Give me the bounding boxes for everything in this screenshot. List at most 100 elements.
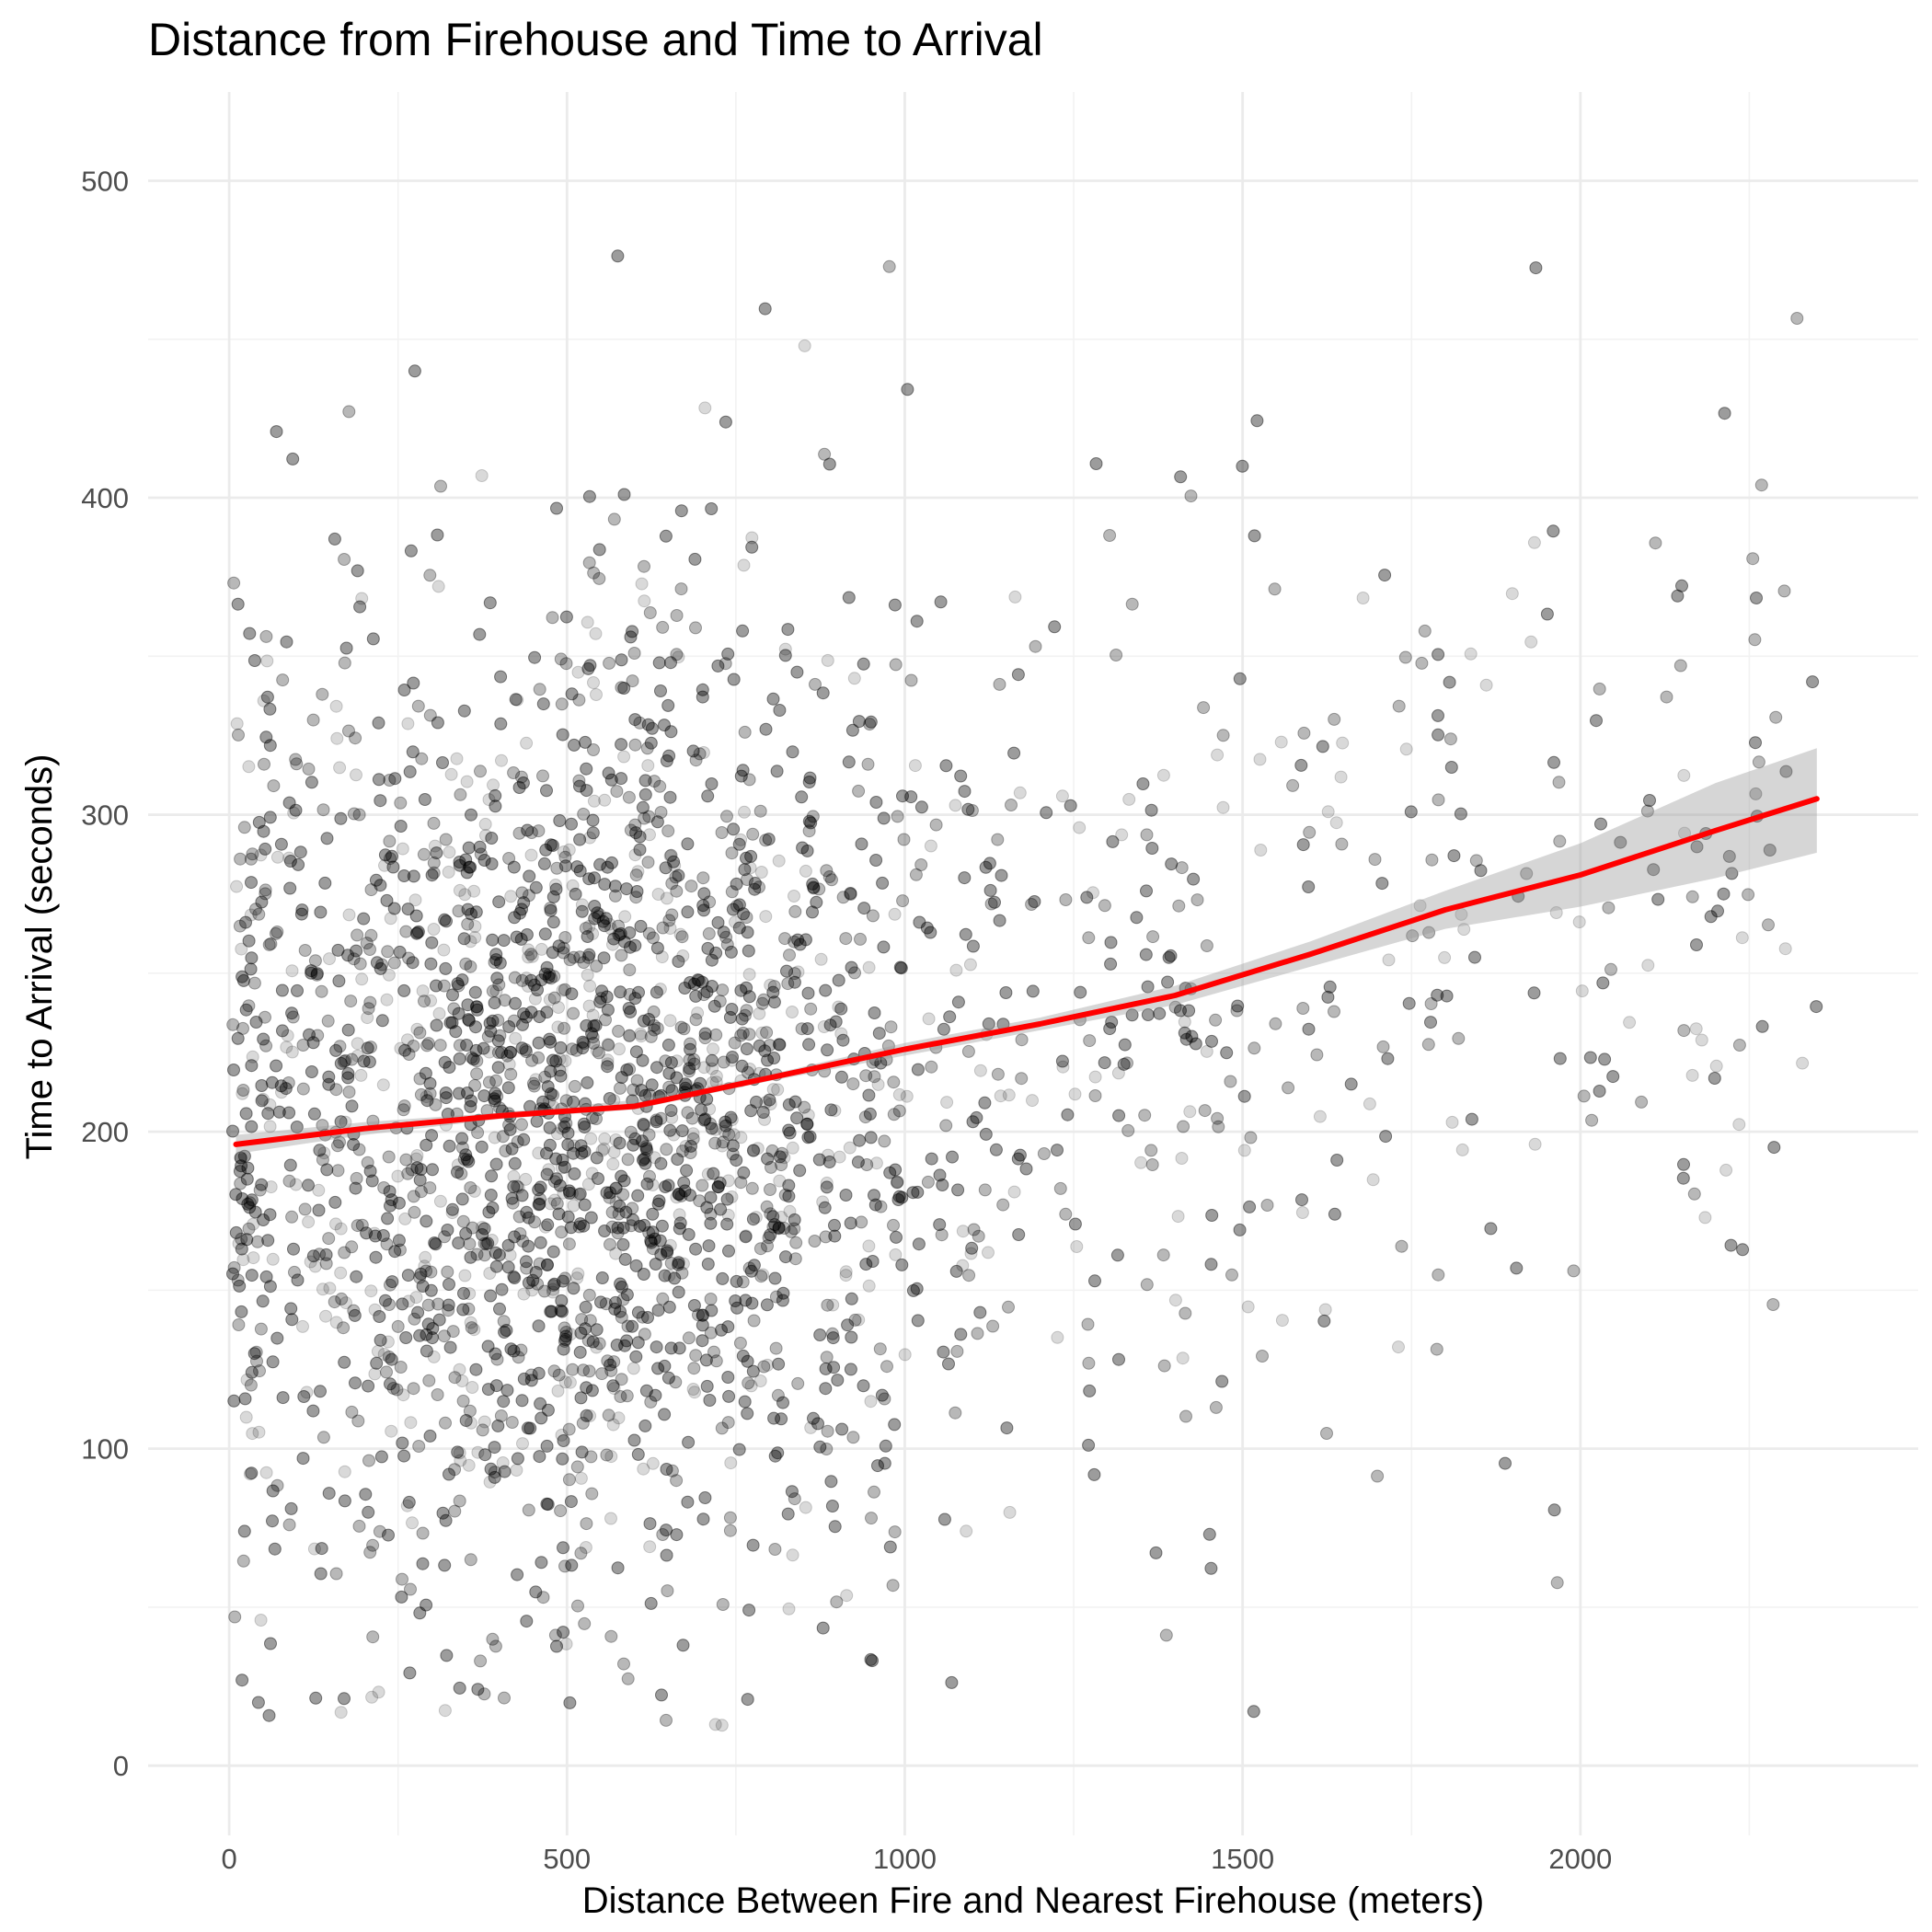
scatter-point (791, 1376, 805, 1390)
scatter-point (1540, 607, 1554, 621)
scatter-point (897, 833, 911, 846)
scatter-point (378, 858, 391, 872)
scatter-point (547, 1364, 561, 1378)
scatter-point (1125, 597, 1139, 611)
scatter-point (1000, 1421, 1014, 1435)
scatter-point (684, 1139, 697, 1153)
scatter-point (558, 1120, 571, 1133)
scatter-point (578, 1616, 592, 1630)
scatter-point (491, 1419, 505, 1432)
scatter-point (296, 1319, 309, 1333)
scatter-point (678, 982, 692, 995)
scatter-point (334, 1056, 348, 1070)
scatter-point (851, 1156, 865, 1169)
scatter-point (676, 1257, 690, 1271)
scatter-point (581, 615, 594, 629)
scatter-point (226, 1267, 239, 1281)
scatter-point (628, 848, 642, 862)
scatter-point (439, 1416, 452, 1430)
scatter-point (479, 829, 492, 843)
scatter-point (546, 1282, 560, 1296)
scatter-point (1165, 857, 1179, 871)
scatter-point (228, 1610, 242, 1624)
scatter-point (374, 1333, 387, 1347)
scatter-point (1141, 980, 1155, 994)
scatter-point (329, 699, 343, 713)
scatter-point (828, 1218, 841, 1232)
scatter-point (788, 904, 802, 918)
scatter-point (496, 1456, 510, 1469)
scatter-point (606, 1418, 620, 1432)
scatter-point (645, 721, 659, 735)
scatter-point (1250, 414, 1264, 428)
scatter-point (709, 1122, 723, 1136)
scatter-point (555, 1294, 569, 1307)
scatter-point (307, 1107, 321, 1121)
scatter-point (383, 1185, 397, 1199)
scatter-point (503, 1248, 517, 1262)
scatter-point (409, 926, 423, 940)
scatter-point (449, 1025, 463, 1039)
scatter-point (1769, 710, 1783, 724)
scatter-point (718, 1124, 731, 1138)
scatter-point (839, 932, 853, 946)
scatter-point (627, 1362, 640, 1375)
scatter-point (430, 979, 443, 993)
scatter-point (1068, 1217, 1082, 1231)
scatter-point (1220, 1046, 1234, 1060)
scatter-point (1011, 668, 1025, 682)
scatter-point (705, 1121, 719, 1135)
scatter-point (703, 1102, 717, 1116)
scatter-point (1604, 962, 1617, 976)
scatter-point (342, 1086, 356, 1098)
scatter-point (1328, 712, 1341, 726)
scatter-point (247, 1217, 260, 1231)
scatter-point (382, 1528, 395, 1542)
scatter-point (1256, 1350, 1269, 1363)
scatter-point (551, 1384, 565, 1397)
scatter-point (922, 1012, 936, 1026)
scatter-point (943, 1010, 957, 1024)
scatter-point (532, 1366, 546, 1380)
scatter-point (753, 1242, 767, 1256)
scatter-point (504, 1342, 518, 1356)
scatter-point (601, 1057, 615, 1071)
scatter-point (673, 1188, 686, 1202)
scatter-point (1248, 1041, 1261, 1055)
scatter-point (601, 1060, 615, 1074)
scatter-point (569, 887, 582, 901)
scatter-point (502, 1057, 516, 1071)
scatter-point (641, 1311, 654, 1324)
scatter-point (284, 1302, 298, 1316)
scatter-point (427, 816, 441, 830)
scatter-point (319, 1248, 333, 1261)
scatter-point (1673, 659, 1687, 673)
scatter-point (879, 1439, 892, 1453)
scatter-point (715, 826, 729, 839)
scatter-point (455, 1374, 469, 1387)
scatter-point (921, 1175, 935, 1189)
scatter-point (1572, 915, 1586, 929)
scatter-point (539, 843, 553, 857)
scatter-point (604, 1186, 617, 1200)
scatter-point (1425, 853, 1439, 867)
scatter-point (689, 1349, 703, 1363)
scatter-point (707, 1167, 720, 1180)
scatter-point (515, 903, 528, 916)
scatter-point (410, 1022, 424, 1036)
scatter-point (613, 1136, 627, 1150)
scatter-point (557, 1342, 570, 1356)
scatter-point (820, 1180, 834, 1194)
scatter-point (543, 1121, 557, 1134)
scatter-point (505, 1142, 519, 1156)
scatter-point (810, 895, 823, 909)
scatter-point (778, 932, 792, 946)
scatter-point (1344, 1077, 1358, 1091)
scatter-point (852, 1313, 866, 1327)
scatter-point (563, 1375, 577, 1389)
scatter-point (1432, 648, 1445, 661)
scatter-point (844, 887, 857, 900)
scatter-point (520, 1615, 534, 1628)
scatter-point (734, 833, 748, 846)
scatter-point (684, 1139, 697, 1153)
